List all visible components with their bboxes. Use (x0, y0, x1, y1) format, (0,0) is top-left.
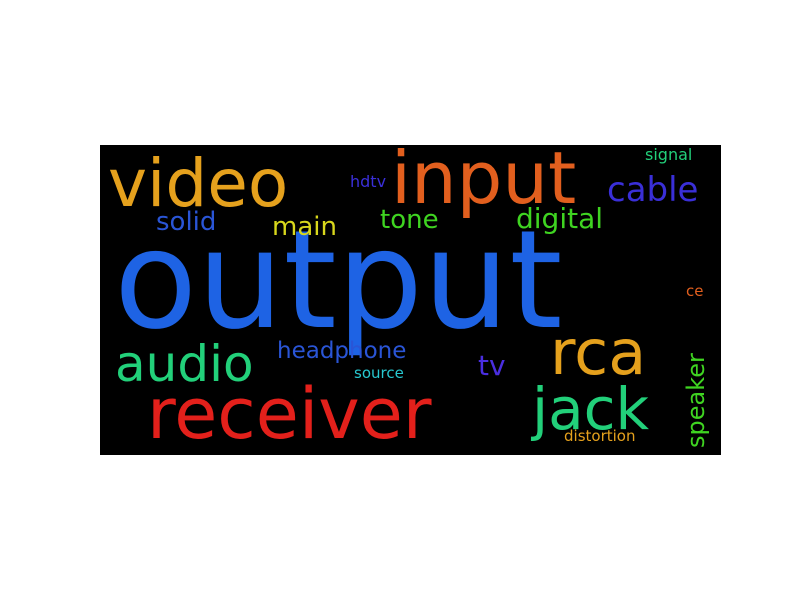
word-main: main (272, 212, 337, 242)
word-audio: audio (115, 335, 254, 393)
word-solid: solid (156, 207, 217, 237)
word-digital: digital (516, 202, 604, 235)
word-rca: rca (550, 316, 647, 389)
word-input: input (391, 145, 577, 220)
word-distortion: distortion (564, 427, 636, 445)
word-headphone: headphone (277, 338, 407, 364)
word-video: video (108, 145, 289, 222)
word-output: output (114, 202, 563, 360)
word-source: source (354, 364, 404, 382)
word-cable: cable (607, 170, 699, 210)
word-speaker: speaker (682, 353, 710, 448)
word-hdtv: hdtv (350, 172, 387, 191)
word-jack: jack (532, 375, 650, 443)
word-ce: ce (686, 282, 704, 300)
word-tv: tv (478, 349, 506, 382)
word-tone: tone (380, 205, 439, 235)
word-receiver: receiver (147, 373, 432, 455)
word-signal: signal (645, 145, 693, 164)
word-cloud: output receiver input video rca jack aud… (100, 145, 721, 455)
